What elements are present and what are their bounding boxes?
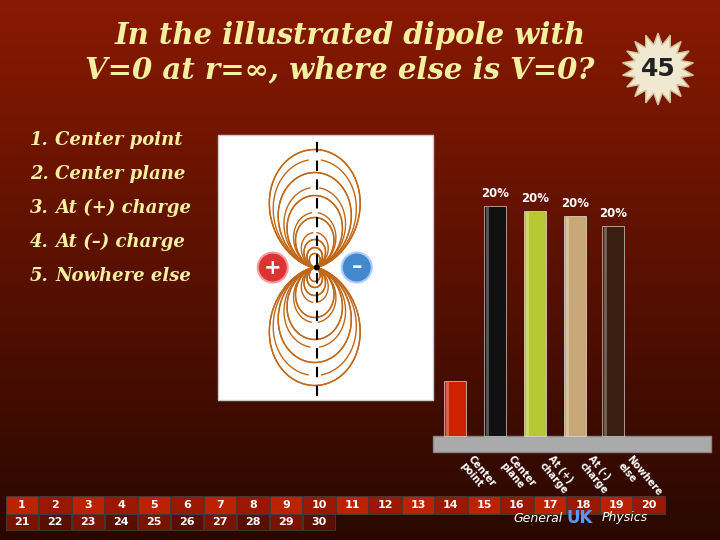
Text: 45: 45	[641, 57, 675, 81]
Text: 28: 28	[246, 517, 261, 527]
FancyBboxPatch shape	[484, 206, 506, 436]
Polygon shape	[623, 33, 693, 105]
FancyBboxPatch shape	[204, 514, 236, 530]
Text: Physics: Physics	[602, 511, 648, 524]
Text: 20%: 20%	[521, 192, 549, 205]
Text: 3.: 3.	[30, 199, 49, 217]
Text: 8: 8	[249, 500, 257, 510]
FancyBboxPatch shape	[433, 436, 711, 452]
Text: –: –	[351, 258, 362, 278]
Text: Center point: Center point	[55, 131, 183, 149]
FancyBboxPatch shape	[567, 496, 599, 514]
Text: 23: 23	[81, 517, 96, 527]
FancyBboxPatch shape	[524, 211, 546, 436]
Text: 5.: 5.	[30, 267, 49, 285]
FancyBboxPatch shape	[204, 496, 236, 514]
Text: 25: 25	[146, 517, 162, 527]
Text: 1.: 1.	[30, 131, 49, 149]
Text: 20%: 20%	[561, 197, 589, 210]
FancyBboxPatch shape	[369, 496, 401, 514]
Text: 14: 14	[444, 500, 459, 510]
FancyBboxPatch shape	[72, 496, 104, 514]
Circle shape	[258, 253, 288, 282]
Text: 30: 30	[311, 517, 327, 527]
Text: At (+)
charge: At (+) charge	[538, 454, 578, 496]
Text: UK: UK	[567, 509, 593, 527]
FancyBboxPatch shape	[105, 496, 137, 514]
Text: 21: 21	[14, 517, 30, 527]
FancyBboxPatch shape	[39, 514, 71, 530]
Text: At (-)
charge: At (-) charge	[578, 454, 618, 496]
Text: V=0 at r=∞, where else is V=0?: V=0 at r=∞, where else is V=0?	[85, 56, 595, 84]
FancyBboxPatch shape	[444, 381, 466, 436]
Text: In the illustrated dipole with: In the illustrated dipole with	[114, 22, 585, 51]
Text: 3: 3	[84, 500, 92, 510]
FancyBboxPatch shape	[105, 514, 137, 530]
FancyBboxPatch shape	[39, 496, 71, 514]
Text: 4.: 4.	[30, 233, 49, 251]
FancyBboxPatch shape	[600, 496, 632, 514]
FancyBboxPatch shape	[171, 496, 203, 514]
Circle shape	[342, 253, 372, 282]
FancyBboxPatch shape	[602, 226, 624, 436]
Circle shape	[314, 265, 320, 271]
FancyBboxPatch shape	[336, 496, 368, 514]
FancyBboxPatch shape	[402, 496, 434, 514]
Text: Center
plane: Center plane	[498, 454, 538, 496]
Text: General: General	[513, 511, 562, 524]
Text: 10: 10	[311, 500, 327, 510]
Text: 11: 11	[344, 500, 360, 510]
FancyBboxPatch shape	[218, 135, 433, 400]
Text: 7: 7	[216, 500, 224, 510]
Text: 29: 29	[278, 517, 294, 527]
Text: 26: 26	[179, 517, 195, 527]
Text: 15: 15	[477, 500, 492, 510]
Text: Nowhere
else: Nowhere else	[616, 454, 663, 505]
Text: 4: 4	[117, 500, 125, 510]
FancyBboxPatch shape	[633, 496, 665, 514]
Text: Nowhere else: Nowhere else	[55, 267, 191, 285]
FancyBboxPatch shape	[237, 496, 269, 514]
Text: +: +	[264, 258, 282, 278]
FancyBboxPatch shape	[72, 514, 104, 530]
FancyBboxPatch shape	[237, 514, 269, 530]
Text: 2.: 2.	[30, 165, 49, 183]
FancyBboxPatch shape	[6, 514, 38, 530]
Text: At (–) charge: At (–) charge	[55, 233, 185, 251]
Text: 1: 1	[18, 500, 26, 510]
Text: 5: 5	[150, 500, 158, 510]
FancyBboxPatch shape	[468, 496, 500, 514]
FancyBboxPatch shape	[564, 216, 586, 436]
Text: Center plane: Center plane	[55, 165, 185, 183]
FancyBboxPatch shape	[171, 514, 203, 530]
FancyBboxPatch shape	[270, 514, 302, 530]
Text: 17: 17	[542, 500, 558, 510]
Text: 13: 13	[410, 500, 426, 510]
FancyBboxPatch shape	[303, 496, 335, 514]
FancyBboxPatch shape	[270, 496, 302, 514]
Text: 19: 19	[608, 500, 624, 510]
Text: 12: 12	[377, 500, 392, 510]
Text: 24: 24	[113, 517, 129, 527]
FancyBboxPatch shape	[534, 496, 566, 514]
Text: 18: 18	[575, 500, 590, 510]
Text: 9: 9	[282, 500, 290, 510]
FancyBboxPatch shape	[6, 496, 38, 514]
Text: At (+) charge: At (+) charge	[55, 199, 191, 217]
Text: Center
point: Center point	[458, 454, 498, 496]
FancyBboxPatch shape	[138, 496, 170, 514]
Text: 20%: 20%	[599, 207, 627, 220]
Text: 2: 2	[51, 500, 59, 510]
Text: 16: 16	[509, 500, 525, 510]
Text: 27: 27	[212, 517, 228, 527]
Text: 20: 20	[642, 500, 657, 510]
Text: 6: 6	[183, 500, 191, 510]
Text: 22: 22	[48, 517, 63, 527]
FancyBboxPatch shape	[138, 514, 170, 530]
FancyBboxPatch shape	[501, 496, 533, 514]
Text: 20%: 20%	[481, 187, 509, 200]
FancyBboxPatch shape	[435, 496, 467, 514]
FancyBboxPatch shape	[303, 514, 335, 530]
